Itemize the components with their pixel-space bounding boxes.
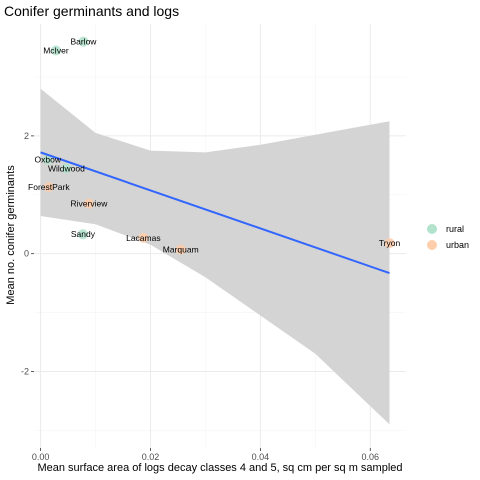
data-point [83, 198, 94, 209]
data-point [384, 238, 395, 249]
x-tick-label: 0.04 [252, 452, 270, 462]
trend-line [40, 151, 390, 275]
point-label: Wildwood [48, 163, 85, 173]
point-label: Barlow [70, 37, 97, 47]
y-axis-ticks: -2 0 2 [21, 131, 34, 376]
point-label: ForestPark [28, 182, 70, 192]
y-tick-label: 2 [24, 131, 29, 141]
data-point [175, 244, 186, 255]
data-point [50, 45, 61, 56]
legend-label-urban: urban [446, 240, 469, 250]
y-axis-title: Mean no. conifer germinants [5, 165, 17, 305]
point-label: Lacamas [126, 233, 161, 243]
legend: rural urban [427, 224, 469, 250]
point-label: Oxbow [35, 154, 62, 164]
y-tick-label: -2 [21, 366, 29, 376]
point-label: McIver [43, 46, 69, 56]
x-tick-label: 0.02 [142, 452, 160, 462]
data-points [42, 36, 395, 255]
data-point [61, 163, 72, 174]
data-point [138, 232, 149, 243]
data-point [77, 229, 88, 240]
confidence-band [40, 88, 390, 425]
legend-label-rural: rural [446, 224, 464, 234]
x-axis-ticks: 0.00 0.02 0.04 0.06 [32, 448, 379, 462]
data-point [42, 154, 53, 165]
data-point [78, 36, 89, 47]
x-axis-title: Mean surface area of logs decay classes … [37, 462, 402, 474]
x-tick-label: 0.00 [32, 452, 50, 462]
point-label: Riverview [71, 199, 109, 209]
legend-key-rural [427, 224, 437, 234]
y-tick-label: 0 [24, 249, 29, 259]
point-label: Tryon [379, 238, 401, 248]
chart-title: Conifer germinants and logs [4, 3, 179, 19]
data-point [43, 182, 54, 193]
point-label: Sandy [71, 229, 96, 239]
point-label: Marquam [163, 245, 199, 255]
x-tick-label: 0.06 [362, 452, 380, 462]
legend-key-urban [427, 240, 437, 250]
